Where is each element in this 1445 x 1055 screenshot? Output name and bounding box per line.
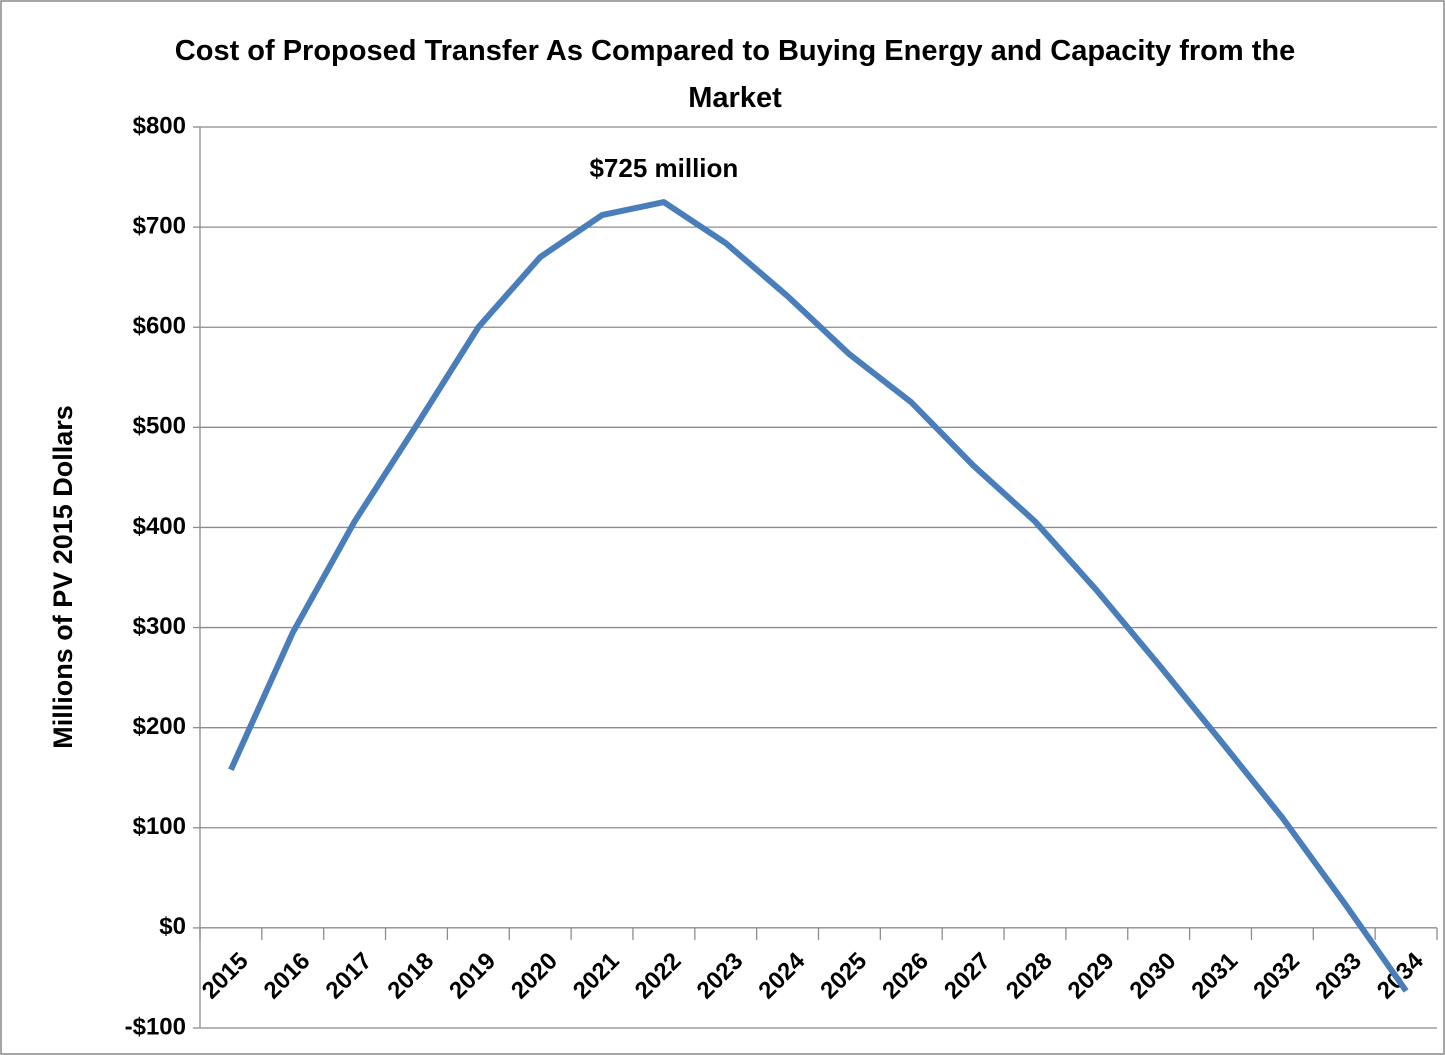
chart-title: Cost of Proposed Transfer As Compared to…: [174, 35, 1296, 114]
x-tick-label: 2021: [568, 948, 625, 1005]
y-tick-label: $200: [133, 713, 186, 740]
y-tick-label: $0: [159, 913, 186, 940]
x-tick-label: 2023: [692, 948, 749, 1005]
x-tick-label: 2026: [877, 948, 934, 1005]
y-tick-label: $600: [133, 313, 186, 340]
x-tick-label: 2018: [382, 948, 439, 1005]
x-tick-label: 2029: [1063, 948, 1120, 1005]
x-tick-label: 2019: [444, 948, 501, 1005]
x-tick-label: 2022: [630, 948, 687, 1005]
y-tick-label: -$100: [125, 1013, 186, 1040]
y-tick-label: $700: [133, 212, 186, 239]
y-tick-label: $800: [133, 112, 186, 139]
y-tick-label: $300: [133, 613, 186, 640]
annotation: $725 million: [589, 153, 738, 183]
y-axis-label: Millions of PV 2015 Dollars: [48, 405, 78, 749]
y-tick-label: $500: [133, 413, 186, 440]
x-tick-label: 2027: [939, 948, 996, 1005]
x-tick-label: 2016: [259, 948, 316, 1005]
x-tick-label: 2025: [815, 948, 872, 1005]
x-tick-label: 2030: [1125, 948, 1182, 1005]
x-tick-label: 2024: [753, 947, 810, 1004]
x-tick-label: 2017: [321, 948, 378, 1005]
x-tick-label: 2028: [1001, 948, 1058, 1005]
x-tick-label: 2031: [1186, 948, 1243, 1005]
y-tick-label: $400: [133, 513, 186, 540]
data-line: [228, 199, 1409, 993]
x-tick-label: 2032: [1248, 948, 1305, 1005]
x-tick-label: 2020: [506, 948, 563, 1005]
x-tick-label: 2015: [197, 948, 254, 1005]
x-tick-label: 2033: [1310, 948, 1367, 1005]
y-tick-label: $100: [133, 813, 186, 840]
